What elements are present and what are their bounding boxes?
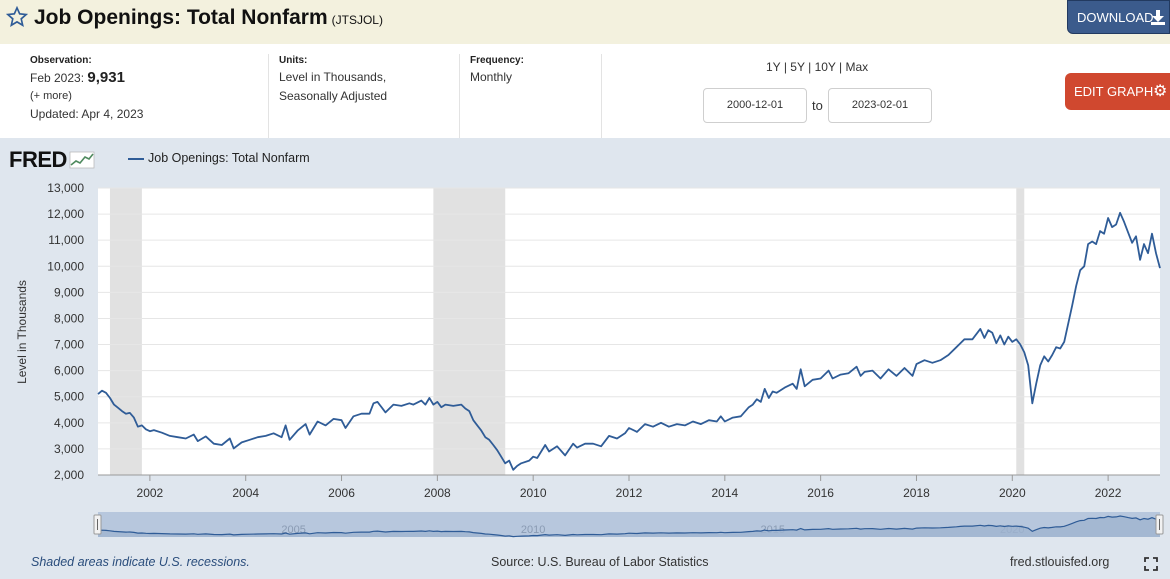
source-note: Source: U.S. Bureau of Labor Statistics [491, 555, 709, 569]
edit-graph-button[interactable]: EDIT GRAPH ⚙ [1065, 73, 1170, 110]
y-tick-label: 11,000 [48, 233, 84, 247]
updated-date: Updated: Apr 4, 2023 [30, 107, 144, 121]
y-tick-label: 2,000 [54, 468, 84, 482]
more-link[interactable]: (+ more) [30, 90, 72, 102]
x-tick-label: 2018 [903, 486, 930, 500]
end-date-input[interactable]: 2023-02-01 [828, 88, 932, 123]
y-tick-label: 6,000 [54, 364, 84, 378]
plot-area [98, 188, 1160, 475]
series-info-panel: Observation: Feb 2023: 9,931 (+ more) Up… [0, 44, 1170, 138]
navigator-area [98, 516, 1160, 537]
download-button[interactable]: DOWNLOAD [1067, 0, 1170, 34]
navigator-label: 2010 [521, 524, 545, 536]
fred-logo-text: FRED [9, 147, 67, 172]
frequency-cell: Frequency: Monthly [470, 54, 524, 136]
gear-icon: ⚙ [1153, 83, 1168, 100]
legend-label: Job Openings: Total Nonfarm [148, 151, 310, 165]
units-cell: Units: Level in Thousands, Seasonally Ad… [279, 54, 387, 136]
fred-logo: FRED [9, 147, 95, 173]
download-label: DOWNLOAD [1077, 10, 1154, 25]
range-10y-button[interactable]: 10Y [814, 60, 836, 74]
series-id: (JTSJOL) [331, 13, 383, 27]
x-tick-label: 2006 [328, 486, 355, 500]
series-title: Job Openings: Total Nonfarm [34, 6, 328, 29]
frequency-label: Frequency: [470, 55, 524, 66]
divider [268, 54, 269, 138]
y-tick-label: 12,000 [47, 207, 84, 221]
fullscreen-icon[interactable] [1144, 557, 1158, 571]
range-1y-button[interactable]: 1Y [766, 60, 781, 74]
range-separator: | [808, 60, 812, 74]
units-line-2: Seasonally Adjusted [279, 89, 388, 103]
x-tick-label: 2004 [232, 486, 259, 500]
y-tick-label: 5,000 [54, 390, 84, 404]
y-tick-label: 10,000 [47, 259, 84, 273]
edit-graph-label: EDIT GRAPH [1074, 84, 1154, 99]
y-tick-label: 4,000 [54, 416, 84, 430]
y-tick-label: 9,000 [54, 285, 84, 299]
range-selector: 1Y | 5Y | 10Y | Max [766, 60, 868, 74]
y-tick-label: 3,000 [54, 442, 84, 456]
date-to-label: to [812, 98, 823, 113]
site-link[interactable]: fred.stlouisfed.org [1010, 555, 1110, 569]
x-tick-label: 2008 [424, 486, 451, 500]
recession-note: Shaded areas indicate U.S. recessions. [31, 555, 250, 569]
fred-logo-chart-icon [69, 151, 95, 169]
x-tick-label: 2020 [999, 486, 1026, 500]
recession-band [109, 188, 142, 475]
x-tick-label: 2016 [807, 486, 834, 500]
navigator-line [97, 515, 1161, 538]
observation-label: Observation: [30, 55, 92, 66]
y-tick-label: 13,000 [47, 181, 84, 195]
y-axis-label: Level in Thousands [15, 280, 29, 384]
range-separator: | [783, 60, 787, 74]
range-separator: | [839, 60, 843, 74]
divider [601, 54, 602, 138]
observation-value: 9,931 [87, 69, 125, 86]
x-tick-label: 2022 [1095, 486, 1122, 500]
x-tick-label: 2002 [137, 486, 164, 500]
observation-cell: Observation: Feb 2023: 9,931 (+ more) Up… [30, 54, 143, 136]
units-line-1: Level in Thousands, [279, 70, 387, 84]
page-title: Job Openings: Total Nonfarm (JTSJOL) [34, 6, 383, 30]
range-5y-button[interactable]: 5Y [790, 60, 805, 74]
frequency-value: Monthly [470, 70, 513, 84]
x-tick-label: 2010 [520, 486, 547, 500]
x-tick-label: 2014 [711, 486, 738, 500]
y-tick-label: 7,000 [54, 338, 84, 352]
recession-band [1016, 188, 1025, 475]
y-tick-label: 8,000 [54, 311, 84, 325]
series-line [97, 211, 1161, 471]
title-bar: Job Openings: Total Nonfarm (JTSJOL) DOWN… [0, 0, 1170, 44]
start-date-input[interactable]: 2000-12-01 [703, 88, 807, 123]
favorite-star-icon[interactable] [6, 6, 28, 28]
divider [459, 54, 460, 138]
units-label: Units: [279, 55, 308, 66]
download-icon [1151, 10, 1165, 25]
range-max-button[interactable]: Max [845, 60, 869, 74]
legend-swatch [128, 157, 144, 160]
recession-band [433, 188, 506, 475]
observation-period: Feb 2023: [30, 71, 85, 85]
x-tick-label: 2012 [616, 486, 643, 500]
chart-legend: Job Openings: Total Nonfarm [128, 151, 310, 165]
